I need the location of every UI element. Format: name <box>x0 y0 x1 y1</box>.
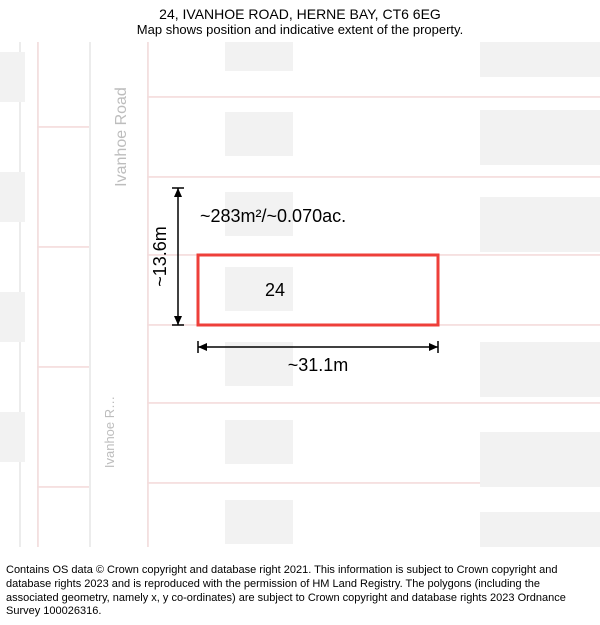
svg-text:Ivanhoe Road: Ivanhoe Road <box>113 87 130 187</box>
svg-text:Ivanhoe R…: Ivanhoe R… <box>102 396 117 468</box>
map-canvas: Ivanhoe Road Ivanhoe R… 24 ~283m²/~0.070ac.… <box>0 42 600 547</box>
svg-text:~13.6m: ~13.6m <box>150 226 170 287</box>
copyright-footer: Contains OS data © Crown copyright and d… <box>6 564 594 619</box>
page-subtitle: Map shows position and indicative extent… <box>0 22 600 37</box>
header: 24, IVANHOE ROAD, HERNE BAY, CT6 6EG Map… <box>0 0 600 37</box>
svg-text:~31.1m: ~31.1m <box>288 355 349 375</box>
page-title: 24, IVANHOE ROAD, HERNE BAY, CT6 6EG <box>0 6 600 22</box>
svg-text:~283m²/~0.070ac.: ~283m²/~0.070ac. <box>200 206 346 226</box>
svg-text:24: 24 <box>265 280 285 300</box>
